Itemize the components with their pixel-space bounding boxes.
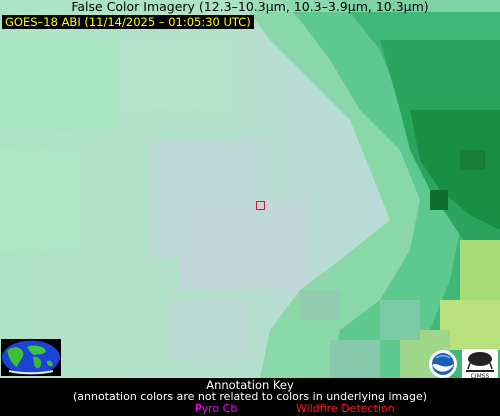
annotation-key: Annotation Key (annotation colors are no… xyxy=(0,378,500,416)
satellite-imagery: False Color Imagery (12.3–10.3µm, 10.3–3… xyxy=(0,0,500,378)
wildfire-detection-label: Wildfire Detection xyxy=(296,402,395,415)
satellite-timestamp-label: GOES–18 ABI (11/14/2025 – 01:05:30 UTC) xyxy=(2,15,254,29)
annotation-key-items: Pyro Cb Wildfire Detection xyxy=(0,403,500,415)
imagery-canvas xyxy=(0,0,500,378)
noaa-icon xyxy=(428,349,458,378)
cimss-icon: CIMSS xyxy=(462,349,498,378)
pyro-cb-label: Pyro Cb xyxy=(195,402,238,415)
annotation-key-title: Annotation Key xyxy=(206,378,294,392)
globe-icon xyxy=(1,339,61,376)
svg-text:CIMSS: CIMSS xyxy=(471,373,490,378)
imagery-title: False Color Imagery (12.3–10.3µm, 10.3–3… xyxy=(71,0,429,14)
annotation-key-note: (annotation colors are not related to co… xyxy=(72,390,428,403)
wildfire-detection-marker xyxy=(256,201,265,210)
